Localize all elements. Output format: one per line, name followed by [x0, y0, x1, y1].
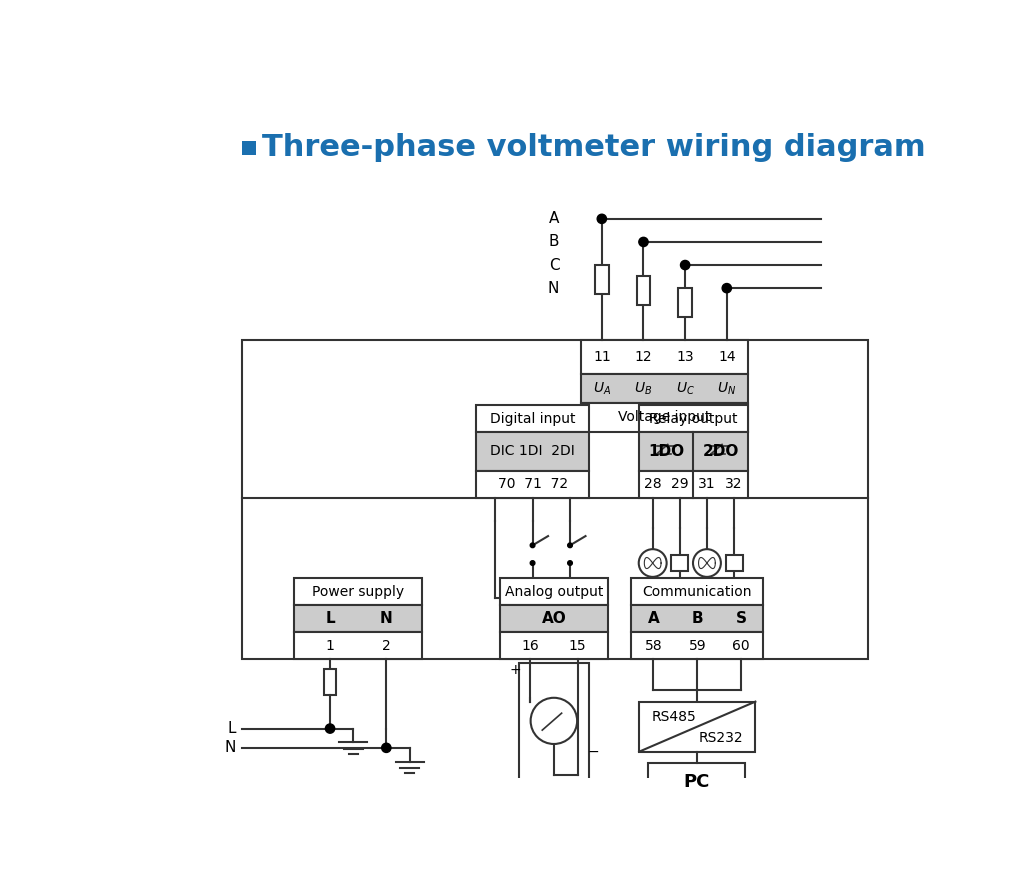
Text: N: N [380, 611, 393, 627]
Text: 1: 1 [326, 639, 335, 653]
Bar [581, 374, 747, 403]
Text: Power supply: Power supply [312, 585, 404, 599]
Bar [519, 663, 588, 782]
Bar [639, 406, 747, 432]
Bar [639, 432, 747, 470]
Bar [648, 763, 745, 801]
Text: RS485: RS485 [651, 710, 696, 724]
Text: 2DO: 2DO [702, 444, 738, 459]
Text: L: L [228, 721, 236, 736]
Bar [499, 579, 609, 606]
Text: N: N [225, 740, 236, 755]
Text: Voltage input: Voltage input [618, 411, 711, 425]
Text: A: A [549, 212, 560, 226]
Bar [294, 579, 422, 606]
Bar [294, 632, 422, 659]
Text: A: A [647, 611, 660, 627]
Circle shape [680, 260, 690, 270]
Bar [581, 403, 747, 432]
Bar [631, 579, 763, 606]
Text: 59: 59 [688, 639, 707, 653]
Text: 58: 58 [644, 639, 663, 653]
Bar [499, 632, 609, 659]
Text: PC: PC [684, 773, 710, 792]
Text: AO: AO [541, 611, 567, 627]
Text: Communication: Communication [642, 585, 752, 599]
Text: B: B [691, 611, 703, 627]
Text: DIC 1DI  2DI: DIC 1DI 2DI [490, 444, 575, 458]
Circle shape [568, 543, 573, 548]
Bar [595, 265, 609, 294]
Bar [639, 702, 756, 752]
Bar [242, 141, 256, 155]
Text: $U_A$: $U_A$ [593, 380, 611, 397]
Text: 11: 11 [593, 350, 611, 364]
Text: Digital input: Digital input [490, 412, 575, 426]
Circle shape [597, 214, 606, 224]
Text: B: B [549, 234, 560, 249]
Text: −: − [587, 745, 598, 759]
Text: 12: 12 [635, 350, 652, 364]
Text: 32: 32 [725, 477, 743, 491]
Text: 29: 29 [671, 477, 688, 491]
Circle shape [693, 549, 721, 577]
Text: Analog output: Analog output [504, 585, 603, 599]
Bar [242, 340, 868, 659]
Text: C: C [548, 258, 560, 273]
Bar [639, 470, 747, 497]
Text: S: S [736, 611, 746, 627]
Bar [631, 606, 763, 632]
Text: 2: 2 [382, 639, 391, 653]
Circle shape [722, 283, 731, 293]
Text: 1DO: 1DO [648, 444, 684, 459]
Circle shape [326, 724, 335, 733]
Bar [631, 632, 763, 659]
Text: 70  71  72: 70 71 72 [497, 477, 568, 491]
Text: $U_N$: $U_N$ [717, 380, 736, 397]
Text: 31: 31 [698, 477, 716, 491]
Bar [477, 470, 589, 497]
Text: $U_B$: $U_B$ [634, 380, 652, 397]
Bar [477, 406, 589, 432]
Bar [678, 288, 692, 317]
Text: 60: 60 [732, 639, 750, 653]
Bar [671, 555, 688, 571]
Text: 15: 15 [569, 639, 586, 653]
Circle shape [639, 238, 648, 246]
Circle shape [568, 561, 573, 565]
Circle shape [531, 697, 577, 744]
Circle shape [382, 743, 391, 753]
Circle shape [639, 549, 667, 577]
Text: N: N [548, 281, 560, 295]
Bar [636, 276, 650, 306]
Text: RS232: RS232 [698, 731, 743, 745]
Circle shape [530, 561, 535, 565]
Text: L: L [326, 611, 335, 627]
Text: 28: 28 [644, 477, 662, 491]
Text: 13: 13 [676, 350, 694, 364]
Text: $U_C$: $U_C$ [676, 380, 694, 397]
Text: Relay output: Relay output [649, 412, 737, 426]
Bar [726, 555, 742, 571]
Bar [581, 340, 747, 374]
Text: Three-phase voltmeter wiring diagram: Three-phase voltmeter wiring diagram [262, 134, 926, 163]
Bar [324, 669, 336, 696]
Text: +: + [509, 663, 521, 677]
Text: 14: 14 [718, 350, 735, 364]
Text: 16: 16 [521, 639, 539, 653]
Circle shape [530, 543, 535, 548]
Bar [294, 606, 422, 632]
Bar [477, 432, 589, 470]
Bar [499, 606, 609, 632]
